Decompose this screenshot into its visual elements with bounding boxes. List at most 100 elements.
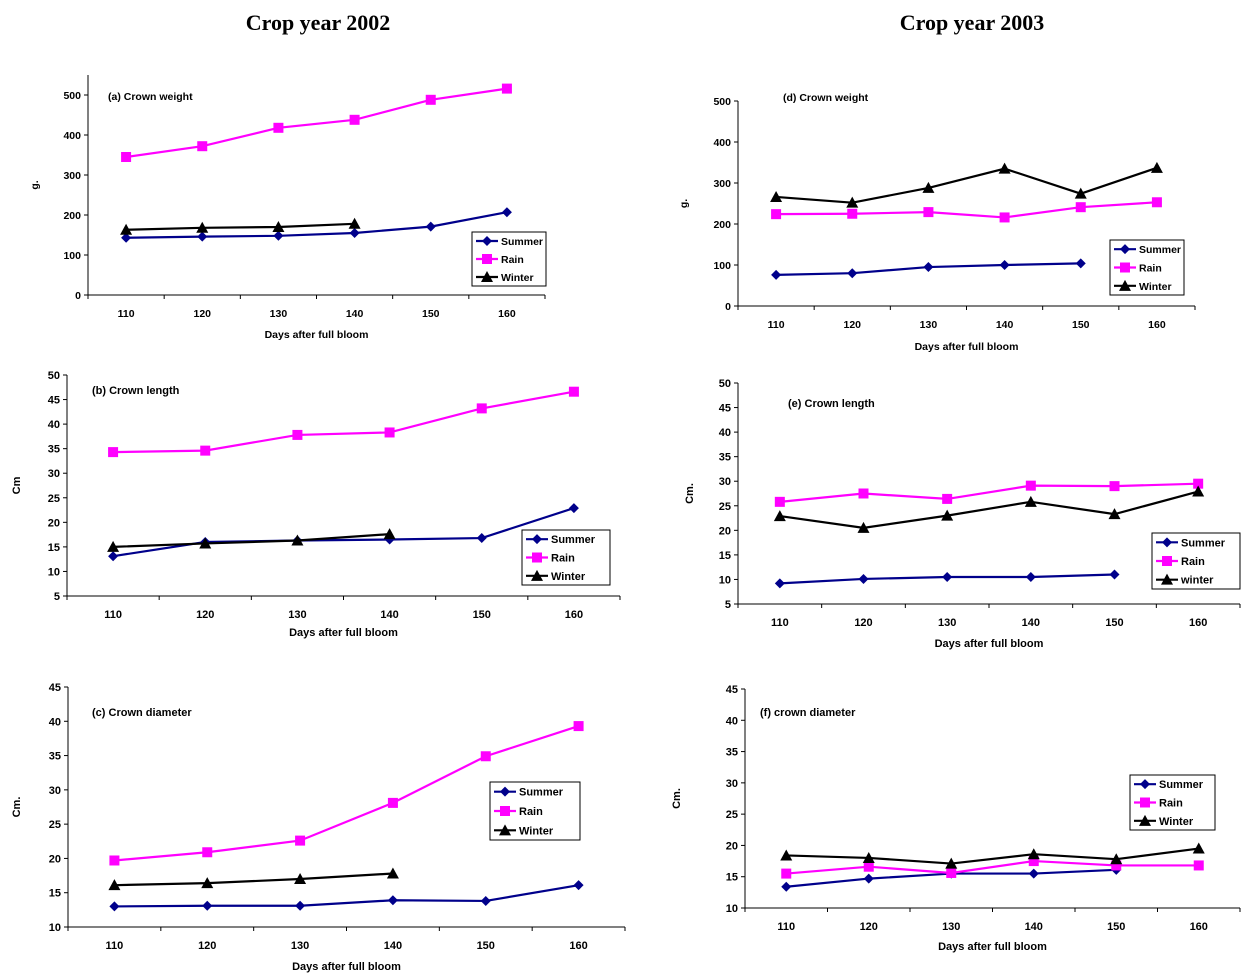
x-tick-label: 110 <box>118 308 135 320</box>
x-tick-label: 130 <box>270 308 288 320</box>
series-summer <box>771 258 1086 280</box>
legend: Summer Rain Winter <box>1129 774 1216 831</box>
legend-label: Rain <box>1139 263 1162 275</box>
y-tick-label: 15 <box>719 550 731 562</box>
series-winter <box>108 867 399 891</box>
data-point <box>383 528 396 540</box>
y-tick-label: 100 <box>713 260 731 272</box>
data-point <box>1193 478 1204 489</box>
data-point <box>946 867 957 878</box>
y-tick-label: 25 <box>719 501 731 513</box>
data-point <box>121 232 132 243</box>
legend-label: Summer <box>1181 537 1226 549</box>
y-tick-label: 500 <box>63 90 81 102</box>
data-point <box>384 427 395 438</box>
data-point <box>1192 485 1205 497</box>
y-tick-label: 50 <box>48 370 60 382</box>
data-point <box>858 488 869 499</box>
data-point <box>196 221 209 233</box>
legend-marker <box>532 552 542 563</box>
series-rain <box>108 386 579 458</box>
x-tick-label: 110 <box>106 940 124 952</box>
legend-label: Summer <box>519 787 564 799</box>
x-tick-label: 130 <box>942 921 960 933</box>
y-tick-label: 40 <box>48 419 60 431</box>
data-point <box>1192 842 1205 854</box>
series-line <box>114 884 579 908</box>
legend-label: winter <box>1180 575 1214 587</box>
data-point <box>1111 860 1122 871</box>
data-point <box>781 881 792 892</box>
x-tick-label: 150 <box>1072 319 1090 331</box>
data-point <box>295 900 306 911</box>
x-tick-label: 160 <box>569 940 587 952</box>
series-line <box>779 490 1199 529</box>
x-tick-label: 140 <box>996 319 1014 331</box>
data-point <box>847 208 858 219</box>
data-point <box>1024 495 1037 507</box>
data-point <box>349 228 360 238</box>
y-tick-label: 400 <box>63 130 81 142</box>
data-point <box>999 212 1010 223</box>
series-summer <box>121 207 512 243</box>
y-tick-label: 5 <box>54 591 60 603</box>
chart-c: 10 15 20 25 30 35 40 45 110 120 130 140 150 160 (c) Cr… <box>11 682 626 973</box>
data-point <box>387 895 398 906</box>
x-tick-label: 140 <box>1022 617 1040 629</box>
x-tick-label: 110 <box>771 617 789 629</box>
y-tick-label: 10 <box>726 903 738 915</box>
legend-label: Winter <box>1159 816 1194 828</box>
legend-label: Summer <box>1139 244 1181 256</box>
data-point <box>774 496 785 507</box>
legend-marker <box>1140 779 1150 790</box>
x-tick-label: 160 <box>1190 921 1208 933</box>
data-point <box>923 207 934 218</box>
series-line <box>114 872 393 887</box>
series-rain <box>781 856 1204 879</box>
y-tick-label: 15 <box>726 872 738 884</box>
x-tick-label: 140 <box>384 940 402 952</box>
y-tick-label: 100 <box>63 250 81 262</box>
legend-marker <box>1161 573 1173 585</box>
data-point <box>780 849 793 861</box>
data-point <box>294 873 307 884</box>
y-tick-label: 20 <box>726 840 738 852</box>
y-tick-label: 10 <box>48 566 60 578</box>
legend-marker <box>500 806 510 816</box>
y-tick-label: 200 <box>713 219 731 231</box>
data-point <box>108 447 119 458</box>
y-tick-label: 25 <box>49 819 61 831</box>
y-tick-label: 45 <box>726 684 738 696</box>
legend-marker <box>1120 262 1130 273</box>
data-point <box>1025 480 1036 491</box>
y-tick-label: 45 <box>49 682 61 694</box>
data-point <box>771 269 782 280</box>
data-point <box>120 223 133 235</box>
data-point <box>773 510 786 522</box>
data-point <box>1150 161 1163 173</box>
legend-marker <box>1162 537 1172 548</box>
y-tick-label: 20 <box>49 853 61 865</box>
data-point <box>863 873 874 884</box>
x-tick-label: 120 <box>843 319 861 331</box>
legend-marker <box>1139 814 1151 826</box>
x-tick-label: 130 <box>920 319 938 331</box>
y-tick-label: 30 <box>48 468 60 480</box>
data-point <box>349 114 360 125</box>
y-tick-label: 10 <box>49 922 61 934</box>
y-axis-label: g. <box>678 199 690 208</box>
x-axis-label: Days after full bloom <box>289 627 398 639</box>
series-line <box>114 725 579 862</box>
legend: Summer Rain Winter <box>471 231 547 287</box>
data-point <box>202 900 213 911</box>
data-point <box>108 551 119 562</box>
y-tick-label: 0 <box>75 290 81 302</box>
y-tick-label: 5 <box>725 599 731 611</box>
legend-marker <box>482 254 492 264</box>
series-line <box>113 390 575 454</box>
x-axis-label: Days after full bloom <box>915 341 1019 353</box>
data-point <box>501 83 512 94</box>
x-tick-label: 110 <box>768 319 785 331</box>
y-tick-label: 35 <box>719 452 731 464</box>
